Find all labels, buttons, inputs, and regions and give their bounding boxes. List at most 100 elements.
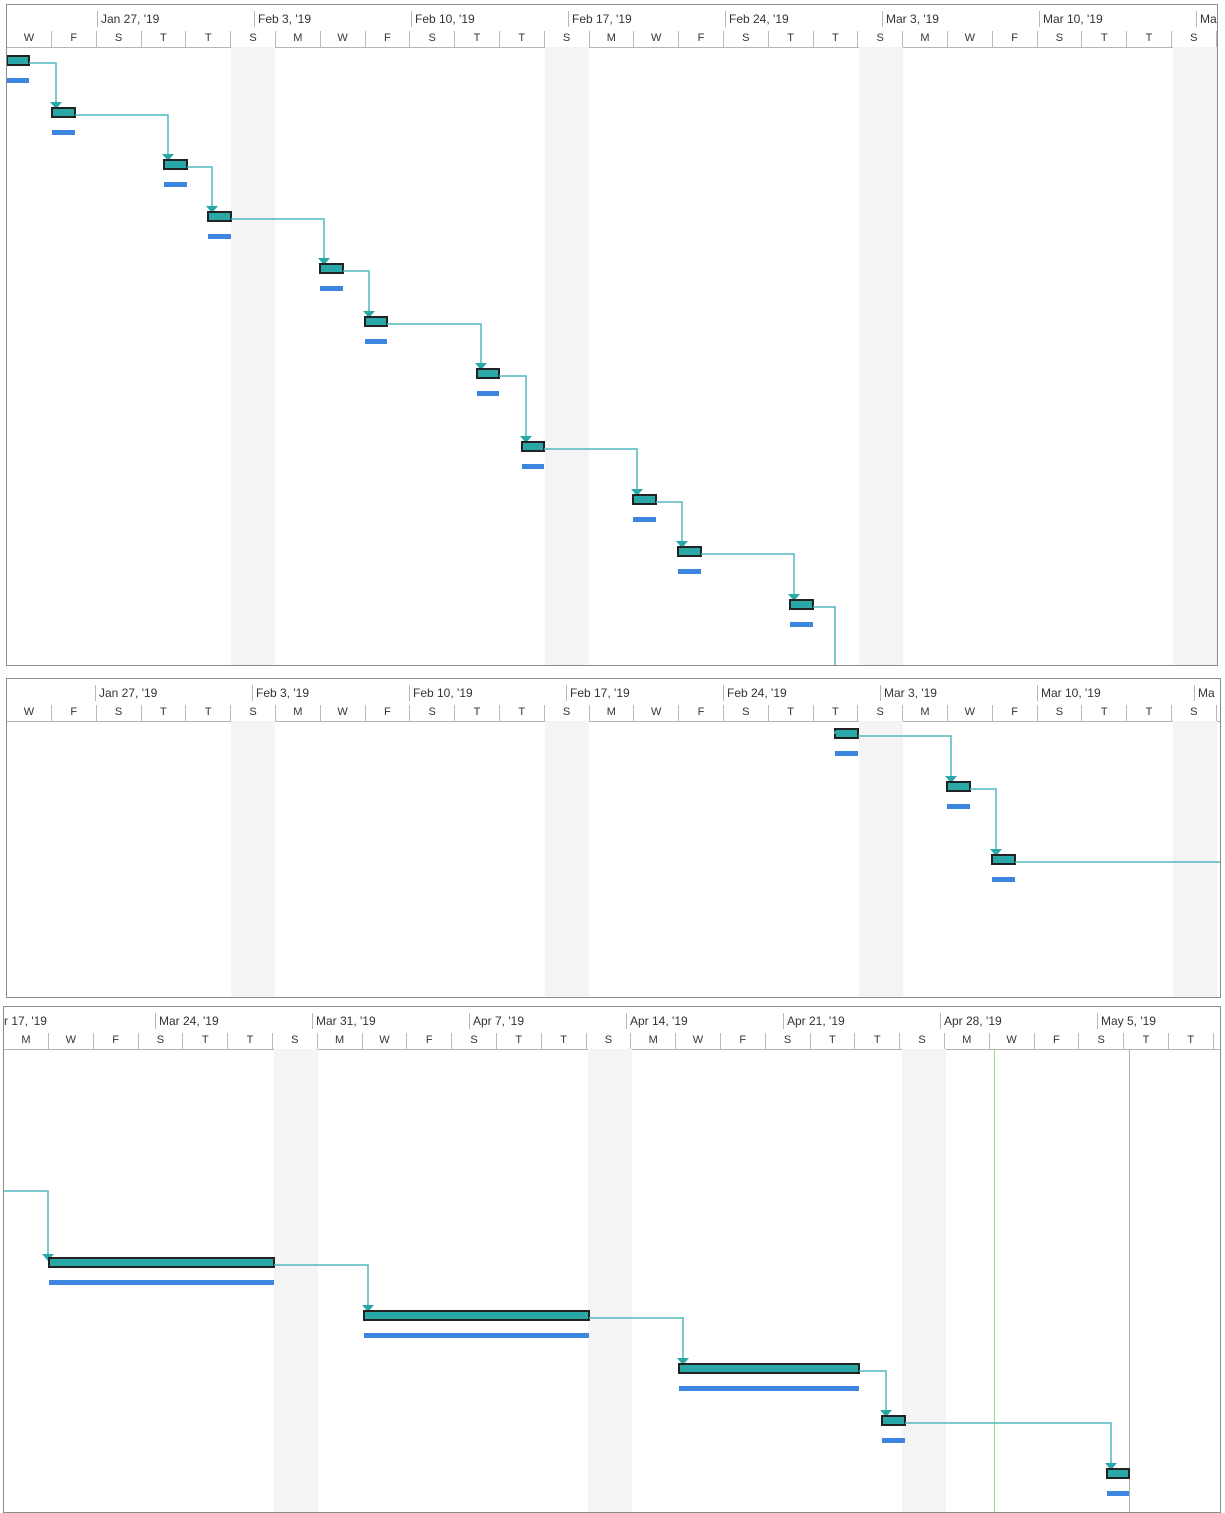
baseline-bar xyxy=(164,182,187,187)
day-divider xyxy=(767,31,769,47)
day-label: F xyxy=(384,706,391,718)
baseline-bar xyxy=(52,130,75,135)
day-divider xyxy=(678,31,680,47)
week-label: Mar 3, '19 xyxy=(882,11,939,27)
link-arrow xyxy=(677,1358,689,1365)
dependency-link xyxy=(589,1317,684,1359)
day-label: S xyxy=(428,706,436,718)
day-divider xyxy=(1081,31,1083,47)
link-arrow xyxy=(318,258,330,265)
day-divider xyxy=(496,1033,497,1049)
day-label: S xyxy=(1190,706,1198,718)
day-divider xyxy=(723,31,724,47)
day-label: F xyxy=(112,1034,119,1046)
day-label: S xyxy=(783,1034,792,1046)
week-label: Feb 24, '19 xyxy=(723,685,787,701)
day-label: S xyxy=(918,1034,926,1046)
day-divider xyxy=(499,705,500,721)
baseline-bar xyxy=(835,751,858,756)
weekend-shading xyxy=(231,47,275,665)
week-label: Feb 17, '19 xyxy=(568,11,632,27)
day-divider xyxy=(764,1033,766,1049)
day-divider xyxy=(899,1033,901,1049)
day-label: F xyxy=(1053,1034,1060,1046)
day-label: S xyxy=(562,32,571,44)
baseline-bar xyxy=(477,391,499,396)
day-divider xyxy=(230,705,232,721)
day-label: S xyxy=(249,32,257,44)
week-label: May 5, '19 xyxy=(1097,1013,1156,1029)
week-label: Apr 14, '19 xyxy=(626,1013,688,1029)
link-arrow xyxy=(162,154,174,161)
week-label: Feb 24, '19 xyxy=(725,11,789,27)
day-divider xyxy=(454,31,456,47)
day-divider xyxy=(230,31,232,47)
baseline-bar xyxy=(320,286,343,291)
timescale-header: Jan 27, '19 Feb 3, '19 Feb 10, '19 Feb 17, … xyxy=(7,679,1220,722)
week-label: Mar 24, '19 xyxy=(155,1013,219,1029)
day-divider xyxy=(316,1033,318,1049)
day-divider xyxy=(1036,705,1038,721)
day-label: F xyxy=(739,1034,747,1046)
day-divider xyxy=(1171,705,1172,721)
task-bar xyxy=(834,728,859,739)
day-label: W xyxy=(23,706,35,718)
dependency-link xyxy=(656,501,683,542)
day-divider xyxy=(723,705,724,721)
day-divider xyxy=(140,705,142,721)
task-bar xyxy=(319,263,344,274)
day-divider xyxy=(227,1033,229,1049)
day-label: T xyxy=(832,32,839,44)
day-label: M xyxy=(920,32,930,44)
day-divider xyxy=(1215,705,1217,721)
task-bar xyxy=(1106,1468,1130,1479)
today-line xyxy=(1129,1049,1130,1512)
link-arrow xyxy=(206,206,218,213)
day-divider xyxy=(543,705,545,721)
task-bar xyxy=(991,854,1016,865)
day-divider xyxy=(1081,705,1083,721)
week-label: Apr 7, '19 xyxy=(469,1013,524,1029)
dependency-link xyxy=(701,553,795,595)
day-divider xyxy=(95,705,97,721)
day-label: S xyxy=(1097,1034,1105,1046)
dependency-link xyxy=(499,375,527,437)
week-label: Mar 10, '19 xyxy=(1037,685,1101,701)
day-label: T xyxy=(787,32,794,44)
week-label: Feb 10, '19 xyxy=(411,11,475,27)
day-divider xyxy=(409,31,411,47)
gantt-chart-area xyxy=(7,55,836,665)
day-divider xyxy=(272,1033,273,1049)
baseline-bar xyxy=(678,569,701,574)
day-divider xyxy=(588,705,590,721)
day-label: W xyxy=(1006,1034,1017,1046)
week-label: Jan 27, '19 xyxy=(97,11,159,27)
task-bar xyxy=(677,546,702,557)
link-arrow xyxy=(475,363,487,370)
day-divider xyxy=(630,1033,632,1049)
link-arrow xyxy=(1105,1463,1117,1470)
link-arrow xyxy=(520,436,532,443)
task-bar xyxy=(363,1310,590,1321)
day-label: F xyxy=(697,32,705,44)
baseline-bar xyxy=(49,1280,274,1285)
day-divider xyxy=(947,705,948,721)
day-label: T xyxy=(473,32,481,44)
baseline-bar xyxy=(364,1333,589,1338)
gantt-panel-middle: Jan 27, '19 Feb 3, '19 Feb 10, '19 Feb 17, … xyxy=(6,678,1221,998)
day-label: W xyxy=(964,32,975,44)
dependency-link xyxy=(544,448,638,490)
day-divider xyxy=(854,1033,856,1049)
timescale-header: r 17, '19 Mar 24, '19 Mar 31, '19 Apr 7, '1… xyxy=(4,1007,1220,1050)
gantt-panel-bottom: r 17, '19 Mar 24, '19 Mar 31, '19 Apr 7, '1… xyxy=(3,1006,1221,1513)
weekend-shading xyxy=(231,721,275,997)
link-arrow xyxy=(50,102,62,109)
day-label: W xyxy=(650,32,662,44)
day-divider xyxy=(185,31,187,47)
day-label: T xyxy=(829,1034,836,1046)
day-label: W xyxy=(650,706,662,718)
task-bar xyxy=(163,159,188,170)
day-label: S xyxy=(114,706,123,718)
day-label: S xyxy=(114,32,123,44)
weekend-shading xyxy=(859,47,903,665)
